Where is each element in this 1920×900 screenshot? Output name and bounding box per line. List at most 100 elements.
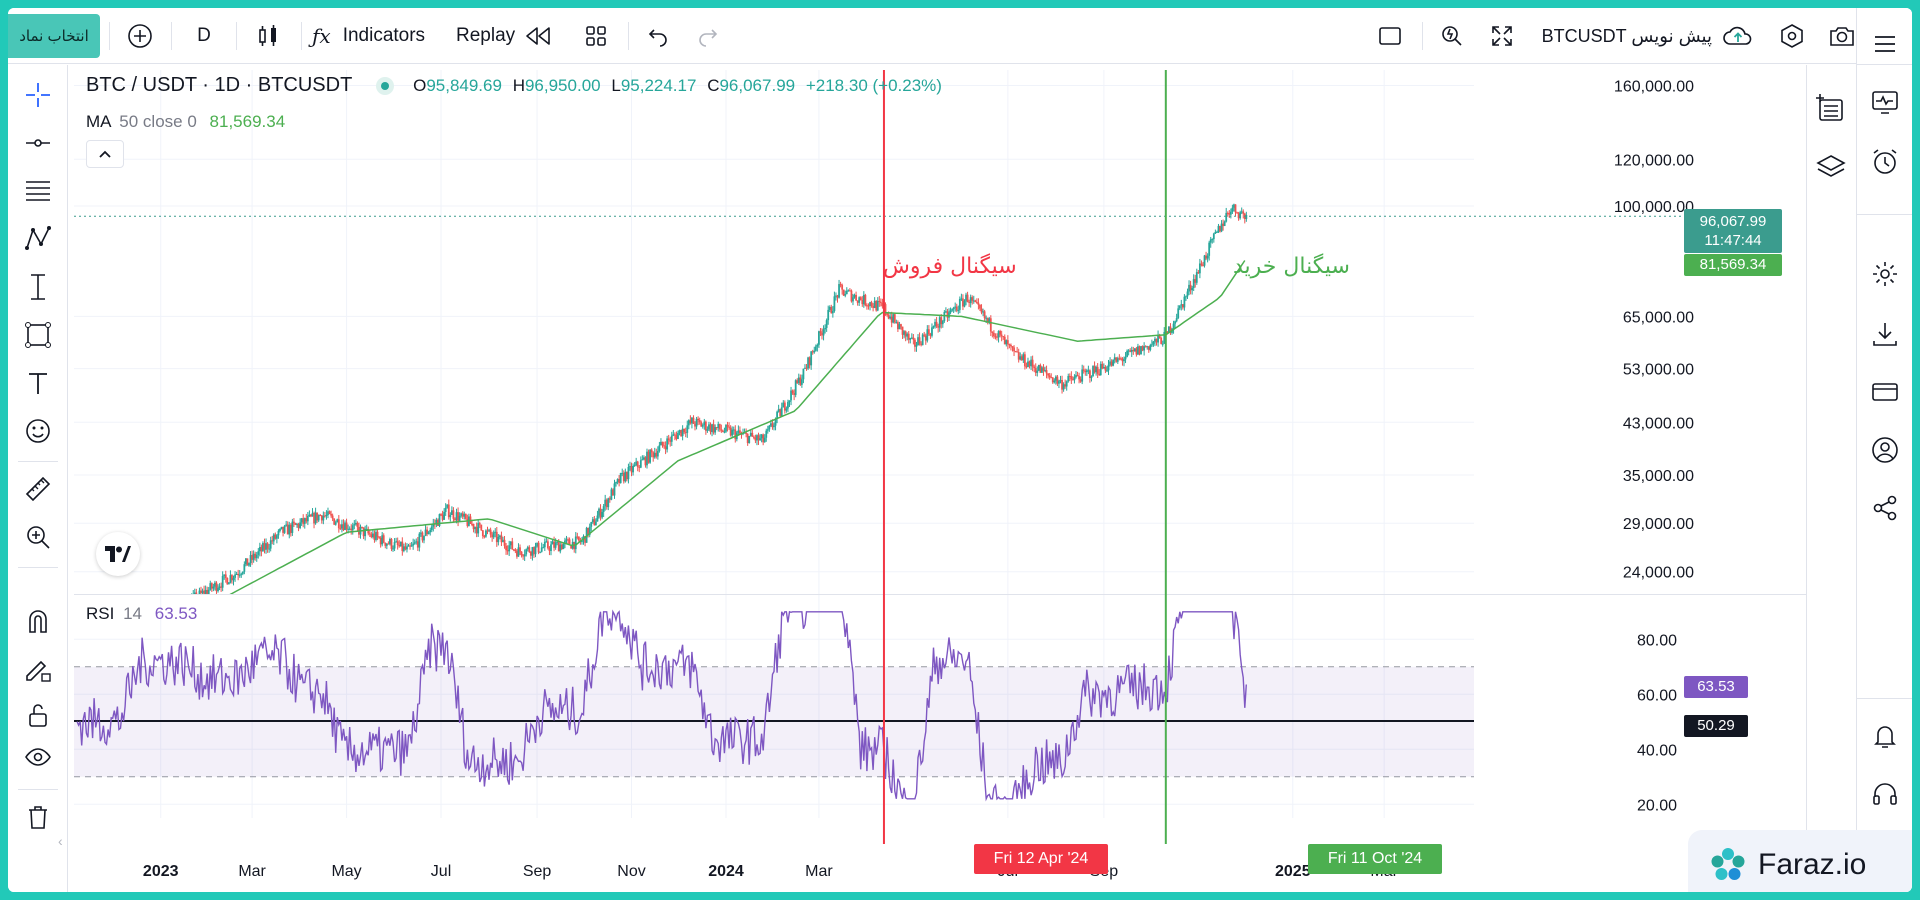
cloud-save-button[interactable] <box>1718 18 1758 54</box>
candle-body <box>712 424 715 433</box>
legend-rsi[interactable]: RSI 14 63.53 <box>86 604 197 624</box>
support-button[interactable] <box>1865 774 1905 814</box>
tradingview-logo[interactable] <box>96 532 140 576</box>
snapshot-button[interactable] <box>1822 18 1862 54</box>
ruler-tool[interactable] <box>18 469 58 509</box>
candle-body <box>1017 352 1020 360</box>
candle-body <box>271 540 274 542</box>
candle-body <box>763 437 766 443</box>
time-axis-label: Mar <box>238 863 266 880</box>
candle-body <box>207 589 210 594</box>
symbol-select-button[interactable]: انتخاب نماد <box>8 14 100 58</box>
watchlist-button[interactable] <box>1865 82 1905 122</box>
alerts-button[interactable] <box>1865 142 1905 182</box>
zoom-tool[interactable] <box>18 517 58 557</box>
menu-button[interactable] <box>1865 24 1905 64</box>
fib-lines-icon <box>26 181 50 201</box>
layout-button[interactable] <box>576 18 616 54</box>
profile-button[interactable] <box>1865 430 1905 470</box>
fib-tool[interactable] <box>18 171 58 211</box>
trend-line-tool[interactable] <box>18 123 58 163</box>
candle-body <box>334 522 337 525</box>
candle-body <box>805 367 808 369</box>
candle-body <box>601 512 603 518</box>
magnet-tool[interactable] <box>18 601 58 641</box>
candle-body <box>734 429 737 440</box>
chart-type-button[interactable] <box>248 18 288 54</box>
rsi-axis[interactable]: 80.00 60.00 40.00 20.00 <box>1637 632 1677 814</box>
fullscreen-toggle-button[interactable] <box>1370 18 1410 54</box>
candle-body <box>1126 350 1128 357</box>
candle-body <box>887 315 890 319</box>
candle-body <box>543 541 546 548</box>
candle-body <box>954 306 957 308</box>
candle-body <box>670 435 673 442</box>
shape-tool[interactable] <box>18 315 58 355</box>
payment-button[interactable] <box>1865 372 1905 412</box>
candle-body <box>1050 377 1053 379</box>
candle-body <box>711 424 713 432</box>
candle-body <box>1042 367 1045 372</box>
price-axis[interactable]: 160,000.00 120,000.00 100,000.00 65,000.00 5… <box>1614 79 1694 582</box>
candle-body <box>1197 272 1200 274</box>
candle-body <box>838 284 840 298</box>
sell-signal-label[interactable]: سیگنال فروش <box>883 254 1017 279</box>
candle-body <box>1033 366 1036 369</box>
candle-body <box>481 530 484 537</box>
candle-body <box>979 304 981 309</box>
pattern-tool[interactable] <box>18 219 58 259</box>
candle-body <box>1177 308 1180 319</box>
candle-body <box>454 518 456 521</box>
candle-body <box>1216 231 1218 233</box>
emoji-tool[interactable] <box>18 411 58 451</box>
candle-body <box>1217 225 1220 232</box>
candle-body <box>836 295 839 298</box>
quick-search-button[interactable] <box>1432 18 1472 54</box>
candle-body <box>370 534 373 537</box>
chart-settings-button[interactable] <box>1865 254 1905 294</box>
crosshair-tool[interactable] <box>18 75 58 115</box>
replay-button[interactable]: Replay <box>456 18 560 54</box>
measure-tool[interactable] <box>18 267 58 307</box>
brand-badge[interactable]: Faraz.io <box>1688 830 1912 892</box>
legend-ma[interactable]: MA 50 close 0 81,569.34 <box>86 112 285 132</box>
download-button[interactable] <box>1865 314 1905 354</box>
candle-body <box>1141 346 1144 351</box>
time-axis[interactable]: 2023MarMayJulSepNov2024MarJulSep2025Mar <box>143 863 1399 880</box>
text-tool[interactable] <box>18 363 58 403</box>
candle-body <box>1181 304 1184 308</box>
collapse-legend-button[interactable] <box>86 140 124 168</box>
layers-button[interactable] <box>1811 147 1851 187</box>
monitor-pulse-icon <box>1872 91 1898 114</box>
candle-body <box>345 522 348 530</box>
price-chart[interactable]: 160,000.00 120,000.00 100,000.00 65,000.00 5… <box>74 70 1806 892</box>
price-axis-label: 35,000.00 <box>1623 468 1694 485</box>
candle-body <box>151 636 153 637</box>
candle-body <box>137 645 139 648</box>
share-button[interactable] <box>1865 488 1905 528</box>
indicators-button[interactable]: ƒx Indicators <box>312 18 452 54</box>
symbol-pair[interactable]: BTC / USDT · 1D · BTCUSDT <box>86 74 352 96</box>
candle-body <box>934 321 936 327</box>
add-symbol-button[interactable] <box>120 18 160 54</box>
settings-button[interactable] <box>1772 18 1812 54</box>
interval-button[interactable]: D <box>197 25 211 46</box>
lock-drawings-tool[interactable] <box>18 695 58 735</box>
undo-button[interactable] <box>638 18 678 54</box>
stay-drawing-tool[interactable] <box>18 649 58 689</box>
crosshair-icon <box>26 83 50 107</box>
collapse-toolbar-icon[interactable]: ‹ <box>58 833 63 849</box>
redo-button[interactable] <box>688 18 728 54</box>
candle-body <box>1129 350 1132 352</box>
candle-body <box>1229 211 1232 215</box>
hide-drawings-tool[interactable] <box>18 737 58 777</box>
candle-body <box>1231 207 1234 212</box>
buy-signal-label[interactable]: سیگنال خرید <box>1233 254 1350 279</box>
symbol-title[interactable]: BTCUSDT پیش نویس <box>1541 25 1712 46</box>
candle-body <box>739 430 741 434</box>
notifications-button[interactable] <box>1865 716 1905 756</box>
object-tree-button[interactable] <box>1811 89 1851 129</box>
remove-drawings-tool[interactable] <box>18 797 58 837</box>
expand-button[interactable] <box>1482 18 1522 54</box>
candle-body <box>291 521 294 533</box>
